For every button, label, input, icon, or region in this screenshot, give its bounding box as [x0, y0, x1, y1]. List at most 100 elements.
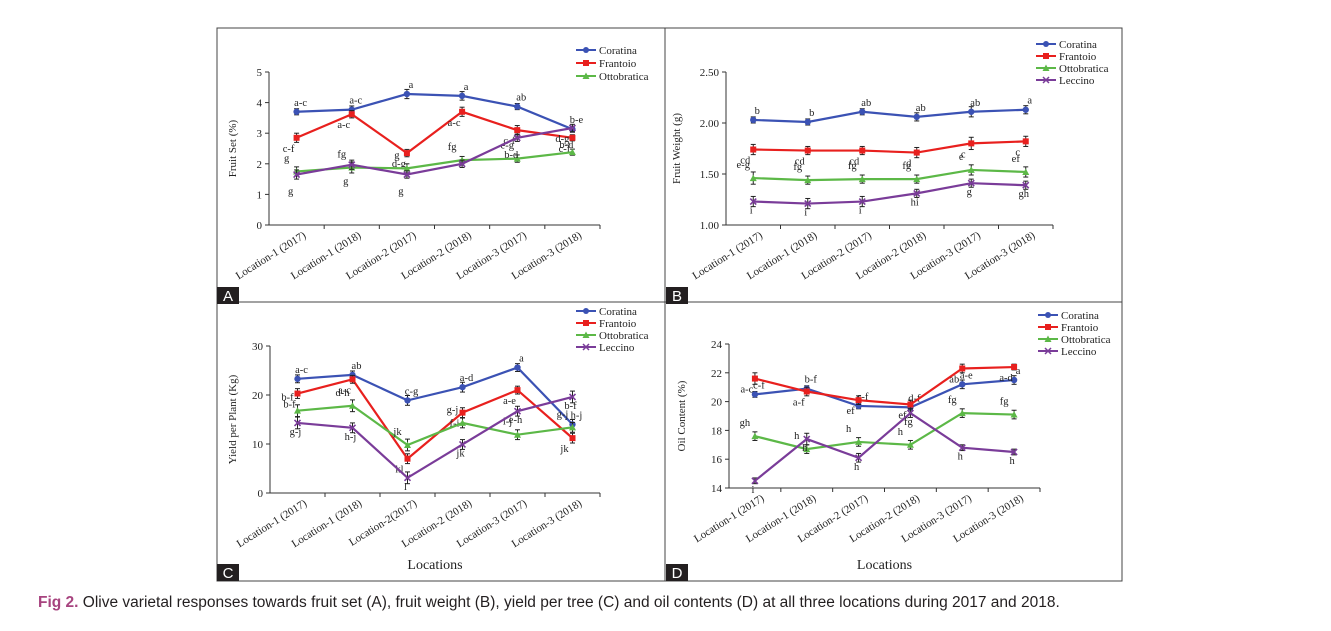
data-point [293, 134, 300, 141]
data-label: ab [352, 361, 362, 372]
data-label: b-d [504, 150, 519, 161]
data-label: d-g [392, 159, 407, 170]
data-point [349, 402, 356, 409]
data-point [569, 435, 576, 442]
data-label: jk [559, 444, 569, 455]
data-point [967, 166, 975, 173]
data-label: a-e [503, 396, 516, 407]
data-label: a [1016, 366, 1021, 377]
data-point [959, 381, 966, 388]
data-label: ef [898, 410, 907, 421]
data-point [294, 390, 301, 397]
data-point [751, 477, 759, 485]
data-point [804, 147, 811, 154]
x-axis-label: Locations [857, 558, 912, 573]
data-point [294, 407, 301, 414]
data-label: l [404, 482, 407, 493]
data-label: gh [1019, 189, 1030, 200]
data-point [1022, 181, 1030, 189]
panel-letter: D [672, 565, 683, 582]
data-label: a-c [294, 98, 307, 109]
data-label: ab [916, 103, 926, 114]
data-point [349, 376, 356, 383]
data-point [859, 108, 866, 115]
data-point [458, 92, 466, 100]
legend-label: Coratina [1061, 310, 1099, 322]
data-point [859, 147, 866, 154]
data-label: f-i [450, 419, 460, 430]
legend-label: Ottobratica [1061, 334, 1111, 346]
data-label: e-g [737, 160, 751, 171]
data-point [568, 124, 576, 132]
data-label: g [288, 187, 294, 198]
data-point [568, 148, 576, 156]
legend-marker [1045, 324, 1051, 330]
data-label: gh [740, 418, 751, 429]
data-label: cd [849, 157, 860, 168]
data-label: g [284, 153, 290, 164]
panel-letter-box [217, 564, 239, 581]
data-label: d-h [336, 388, 351, 399]
y-tick-label: 10 [252, 439, 264, 451]
data-point [804, 176, 812, 184]
figure-caption: Fig 2. Olive varietal responses towards … [38, 594, 1318, 612]
data-label: b-e [570, 115, 584, 126]
data-label: h [898, 427, 904, 438]
legend-marker [582, 72, 590, 79]
data-point [913, 175, 921, 183]
data-label: d-g [555, 134, 570, 145]
data-point [1010, 376, 1018, 384]
y-tick-label: 16 [711, 454, 723, 466]
series-coratina: a-c a-c a a ab b-e [293, 80, 584, 133]
data-label: e-h [509, 415, 523, 426]
y-tick-label: 24 [711, 339, 723, 351]
data-label: b-f [805, 375, 818, 386]
data-point [967, 179, 975, 187]
data-point [459, 419, 466, 426]
legend-marker [1044, 347, 1052, 355]
data-label: i-j [503, 417, 512, 428]
data-point [751, 375, 758, 382]
data-label: b [809, 108, 814, 119]
y-tick-label: 1.50 [700, 169, 720, 181]
data-point [855, 454, 863, 462]
data-point [293, 170, 301, 179]
legend-marker [1042, 64, 1050, 71]
data-label: ef [1012, 154, 1021, 165]
data-point [348, 111, 355, 118]
data-point [348, 424, 357, 432]
data-label: a-e [960, 370, 973, 381]
data-point [513, 134, 521, 142]
y-tick-label: 18 [711, 425, 723, 437]
y-tick-label: 5 [257, 67, 263, 79]
data-point [751, 432, 759, 440]
data-label: ab [949, 374, 959, 385]
legend-marker [582, 331, 590, 338]
legend-marker [1042, 76, 1050, 84]
y-tick-label: 4 [257, 98, 263, 110]
data-point [404, 397, 411, 404]
data-point [749, 174, 757, 182]
data-point [1022, 106, 1029, 113]
data-point [913, 189, 921, 197]
panel-letter-box [666, 287, 688, 304]
series-line [296, 110, 573, 155]
data-point [906, 409, 914, 417]
data-point [459, 108, 466, 115]
caption-text: Olive varietal responses towards fruit s… [78, 594, 1060, 611]
data-label: a-c [349, 96, 362, 107]
series-line [297, 378, 574, 461]
data-label: g [967, 187, 973, 198]
data-point [569, 423, 576, 431]
data-label: h [846, 424, 852, 435]
data-label: d [906, 159, 912, 170]
data-point [1022, 138, 1029, 145]
y-tick-label: 1 [257, 189, 263, 201]
y-tick-label: 2.00 [700, 118, 720, 130]
legend-label: Leccino [1059, 75, 1095, 87]
legend-marker [1043, 41, 1049, 47]
data-point [803, 388, 810, 395]
